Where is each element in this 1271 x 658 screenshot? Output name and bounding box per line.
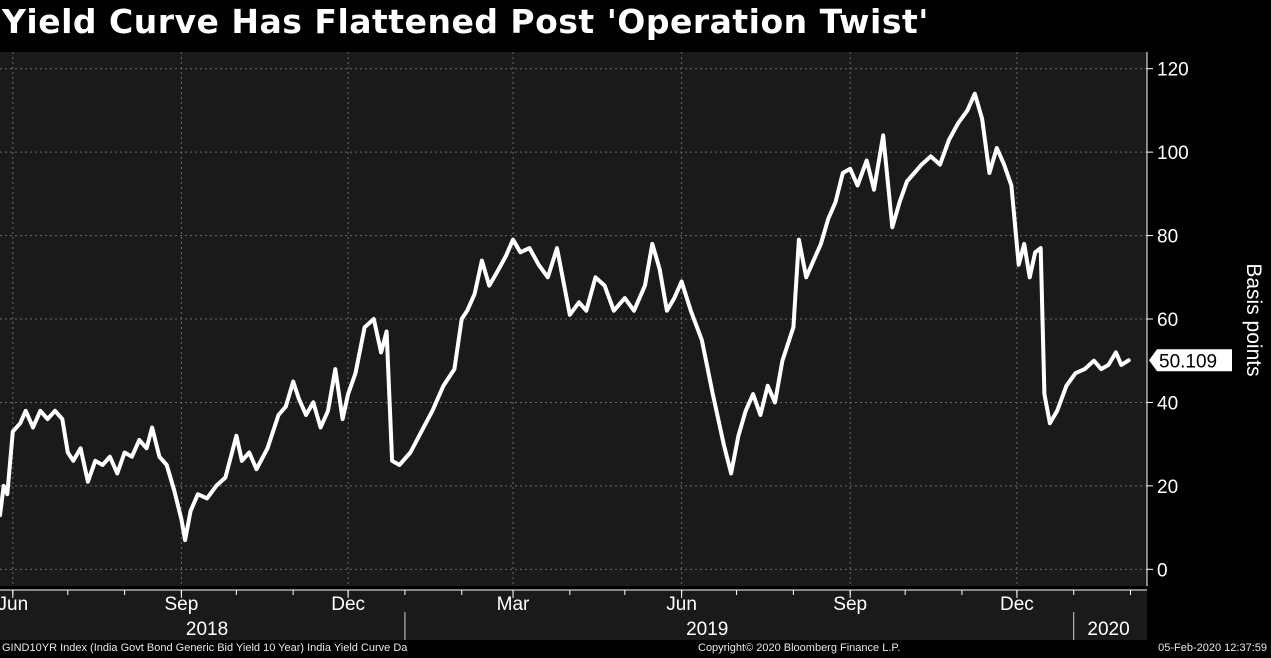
plot-background	[0, 52, 1147, 586]
y-axis-title: Basis points	[1242, 263, 1265, 376]
year-label: 2020	[1087, 619, 1129, 640]
copyright-note: Copyright© 2020 Bloomberg Finance L.P.	[698, 642, 901, 654]
x-tick-label: Dec	[1000, 594, 1034, 615]
labels: 0 20 40 60 80 100 120 Jun Sep Dec Mar Jun Sep Dec 2018…	[0, 60, 1265, 640]
y-tick-label: 20	[1157, 477, 1178, 498]
chart-title: Yield Curve Has Flattened Post 'Operatio…	[2, 2, 929, 41]
last-value-badge	[1149, 349, 1232, 372]
source-note: GIND10YR Index (India Govt Bond Generic …	[2, 642, 408, 654]
x-tick-label: Jun	[0, 594, 28, 615]
y-tick-label: 60	[1157, 310, 1178, 331]
y-tick-label: 80	[1157, 227, 1178, 248]
y-tick-label: 100	[1157, 143, 1189, 164]
series-line	[0, 91, 1131, 543]
year-label: 2019	[686, 619, 728, 640]
x-tick-label: Sep	[164, 594, 198, 615]
y-tick-label: 0	[1157, 560, 1168, 581]
grid	[0, 52, 1147, 586]
last-value-marker: 50.109	[1149, 349, 1232, 372]
last-value-label: 50.109	[1159, 351, 1217, 372]
axis-band-background	[0, 590, 1147, 640]
timestamp: 05-Feb-2020 12:37:59	[1158, 642, 1267, 654]
x-tick-label: Mar	[497, 594, 530, 615]
y-tick-label: 40	[1157, 393, 1178, 414]
year-label: 2018	[186, 619, 228, 640]
axes	[0, 52, 1153, 640]
x-tick-label: Sep	[833, 594, 867, 615]
y-tick-label: 120	[1157, 60, 1189, 81]
x-tick-label: Dec	[331, 594, 365, 615]
x-tick-label: Jun	[666, 594, 697, 615]
series	[0, 91, 1131, 543]
